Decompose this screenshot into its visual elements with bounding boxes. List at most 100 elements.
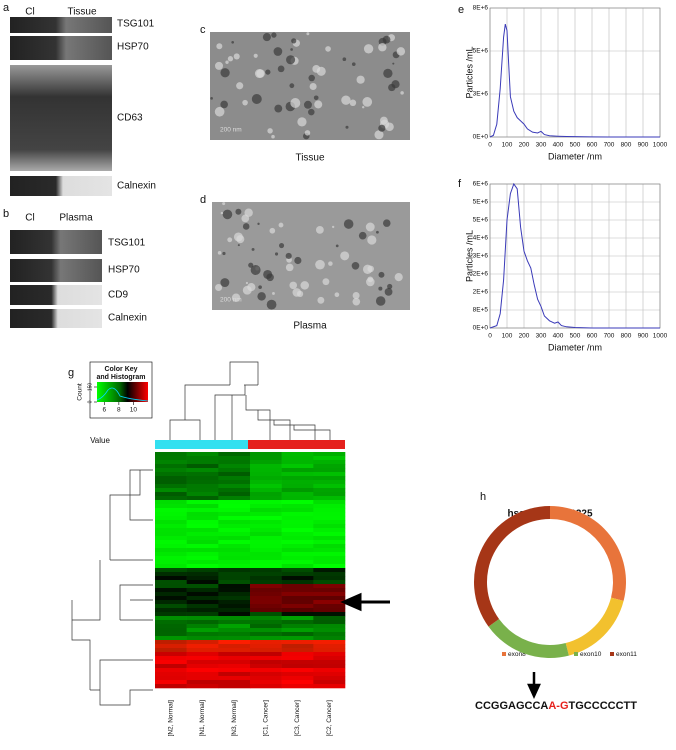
- heatmap-cell: [313, 604, 346, 609]
- heatmap-cell: [218, 588, 251, 593]
- sequence-mutation: A-G: [548, 700, 568, 712]
- heatmap-cell: [218, 676, 251, 681]
- heatmap-cell: [313, 544, 346, 549]
- heatmap-cell: [186, 640, 219, 645]
- y-tick-label: 8E+5: [473, 307, 489, 314]
- heatmap-cell: [186, 460, 219, 465]
- key-tick-label: 10: [130, 407, 138, 414]
- heatmap-cell: [313, 548, 346, 553]
- heatmap-cell: [250, 604, 282, 609]
- vesicle: [269, 227, 276, 234]
- vesicle: [384, 287, 393, 296]
- count-tick-label: 0: [87, 400, 93, 403]
- x-tick-label: 200: [519, 333, 530, 340]
- heatmap-cell: [155, 684, 187, 689]
- sequence-part: CCGGAGCCA: [475, 700, 548, 712]
- heatmap-cell: [186, 656, 219, 661]
- heatmap-cell: [218, 624, 251, 629]
- heatmap-cell: [155, 508, 187, 513]
- vesicle: [303, 100, 312, 109]
- heatmap-cell: [186, 512, 219, 517]
- heatmap-cell: [218, 632, 251, 637]
- vesicle: [376, 230, 379, 234]
- y-tick-label: 5E+6: [473, 199, 489, 206]
- vesicle: [278, 222, 284, 228]
- heatmap-cell: [155, 676, 187, 681]
- heatmap-cell: [186, 648, 219, 653]
- heatmap-cell: [250, 584, 282, 589]
- donut-segment: [550, 506, 626, 601]
- heatmap-cell: [281, 496, 314, 501]
- data-line: [489, 23, 660, 138]
- heatmap-cell: [281, 528, 314, 533]
- heatmap-cell: [313, 488, 346, 493]
- heatmap-cell: [155, 480, 187, 485]
- blot-band: [10, 259, 102, 282]
- heatmap: [155, 452, 346, 689]
- heatmap-cell: [313, 680, 346, 685]
- vesicle: [222, 202, 226, 206]
- heatmap-cell: [281, 660, 314, 665]
- heatmap-cell: [250, 632, 282, 637]
- heatmap-cell: [218, 604, 251, 609]
- blot-band: [10, 309, 102, 328]
- heatmap-cell: [250, 620, 282, 625]
- heatmap-cell: [218, 504, 251, 509]
- heatmap-cell: [313, 472, 346, 477]
- vesicle: [262, 33, 271, 42]
- heatmap-cell: [281, 508, 314, 513]
- heatmap-cell: [186, 528, 219, 533]
- heatmap-cell: [218, 468, 251, 473]
- vesicle: [340, 251, 350, 261]
- column-label: [C1, Cancer]: [263, 700, 270, 737]
- heatmap-cell: [281, 672, 314, 677]
- band-label: TSG101: [117, 19, 155, 30]
- sequence-part: TGCCCCCTT: [569, 700, 638, 712]
- blot-band: [10, 65, 112, 171]
- heatmap-cell: [281, 472, 314, 477]
- heatmap-cell: [155, 540, 187, 545]
- band-label: HSP70: [108, 265, 140, 276]
- heatmap-cell: [155, 648, 187, 653]
- x-tick-label: 800: [621, 333, 632, 340]
- vesicle: [217, 251, 222, 255]
- vesicle: [222, 209, 233, 220]
- vesicle: [267, 128, 273, 134]
- heatmap-cell: [218, 548, 251, 553]
- y-tick-label: 0E+0: [473, 325, 489, 332]
- heatmap-cell: [218, 572, 251, 577]
- donut-segment: [565, 597, 624, 656]
- heatmap-cell: [218, 560, 251, 565]
- heatmap-cell: [313, 600, 346, 605]
- heatmap-cell: [281, 664, 314, 669]
- vesicle: [396, 47, 406, 56]
- heatmap-cell: [281, 560, 314, 565]
- heatmap-cell: [281, 548, 314, 553]
- heatmap-cell: [313, 648, 346, 653]
- heatmap-cell: [218, 484, 251, 489]
- vesicle: [385, 122, 394, 132]
- group-bar: [155, 440, 248, 449]
- heatmap-cell: [250, 624, 282, 629]
- heatmap-cell: [313, 612, 346, 617]
- heatmap-cell: [186, 500, 219, 505]
- column-label: [N2, Normal]: [168, 700, 175, 737]
- heatmap-cell: [155, 576, 187, 581]
- heatmap-cell: [186, 504, 219, 509]
- heatmap-cell: [250, 472, 282, 477]
- heatmap-cell: [250, 600, 282, 605]
- heatmap-cell: [155, 516, 187, 521]
- heatmap-cell: [218, 452, 251, 457]
- y-tick-label: 5E+6: [473, 48, 489, 55]
- vesicle: [306, 32, 310, 36]
- vesicle: [365, 222, 375, 232]
- vesicle: [245, 281, 249, 285]
- heatmap-cell: [313, 508, 346, 513]
- vesicle: [215, 283, 223, 292]
- heatmap-cell: [250, 456, 282, 461]
- vesicle: [334, 292, 340, 298]
- heatmap-cell: [218, 532, 251, 537]
- vesicle: [331, 225, 335, 229]
- heatmap-cell: [313, 664, 346, 669]
- heatmap-cell: [313, 456, 346, 461]
